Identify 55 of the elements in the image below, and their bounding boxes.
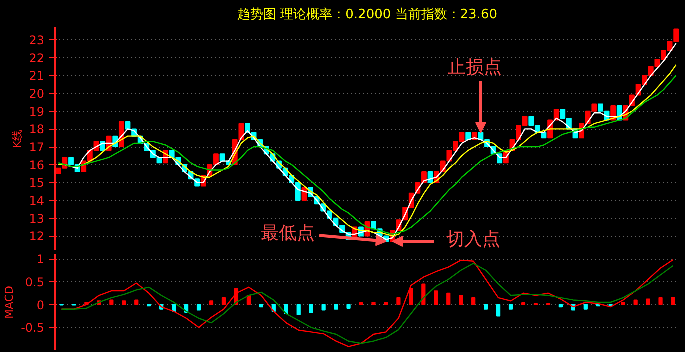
bar: [372, 302, 376, 306]
bar: [446, 292, 451, 306]
bar: [496, 304, 501, 317]
bar: [508, 304, 514, 310]
bar: [384, 302, 388, 306]
y-tick-label: 19: [29, 104, 45, 119]
bar: [209, 300, 214, 306]
bar: [671, 297, 676, 306]
bar: [334, 304, 338, 310]
y-axis-title: K线: [11, 130, 24, 148]
chart-title: 趋势图 理论概率：0.2000 当前指数：23.60: [238, 6, 498, 22]
bar: [658, 297, 663, 306]
bar: [122, 300, 126, 306]
bar: [459, 295, 464, 306]
y-tick-label: 14: [29, 194, 45, 208]
y-tick-label: 18: [29, 122, 45, 137]
bar: [259, 304, 264, 308]
y-tick-label: 22: [29, 51, 45, 66]
bar: [584, 304, 588, 310]
bar: [246, 295, 251, 306]
y-tick-label: 16: [29, 158, 45, 172]
y-tick-label: 0.5: [25, 275, 45, 290]
bar: [621, 302, 626, 306]
y-tick-label: 20: [29, 87, 45, 102]
y-tick-label: 17: [29, 140, 45, 155]
y-tick-label: -0.5: [21, 321, 45, 336]
candlestick: [302, 188, 308, 202]
bar: [396, 297, 401, 306]
bar: [434, 290, 438, 306]
bar: [409, 288, 414, 306]
bar: [309, 304, 314, 314]
bar: [484, 304, 488, 310]
bar: [196, 304, 202, 311]
y-tick-label: 12: [29, 230, 45, 244]
annotation: 切入点: [446, 229, 500, 250]
y-tick-label: 21: [29, 69, 45, 84]
y-tick-label: 0: [36, 298, 45, 312]
y-tick-label: 15: [29, 176, 45, 190]
bar: [222, 297, 226, 306]
bar: [296, 304, 301, 316]
bar: [110, 300, 114, 306]
bar: [472, 297, 476, 306]
annotation: 最低点: [260, 223, 315, 244]
bar: [134, 300, 139, 306]
annotation: 止损点: [448, 57, 502, 78]
y-axis-title: MACD: [3, 286, 16, 319]
y-tick-label: 13: [29, 212, 45, 226]
bar: [646, 298, 650, 306]
bar: [558, 304, 563, 308]
y-tick-label: 23: [29, 33, 45, 48]
bar: [422, 284, 426, 306]
y-tick-label: 1: [36, 252, 45, 267]
bar: [346, 304, 351, 309]
bar: [634, 300, 638, 306]
bar: [322, 304, 326, 311]
